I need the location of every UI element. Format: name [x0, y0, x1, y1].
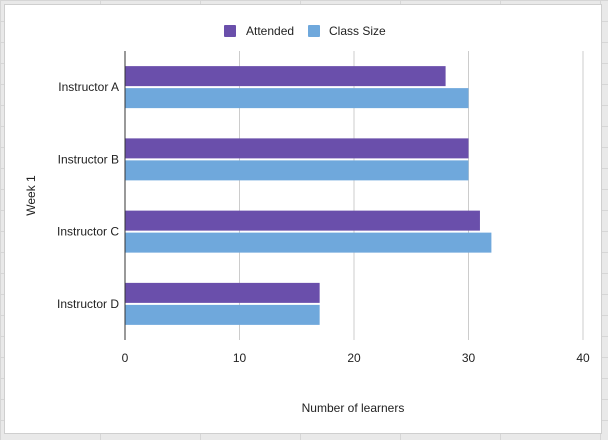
bar-attended-3[interactable]: [125, 210, 480, 231]
bar-class-size-4[interactable]: [125, 304, 320, 325]
category-label: Instructor D: [57, 297, 119, 311]
bars: [125, 66, 492, 325]
legend-label-class-size[interactable]: Class Size: [329, 24, 386, 38]
x-tick-label: 10: [233, 351, 247, 365]
labels: Instructor A Instructor B Instructor C Inst…: [24, 80, 590, 415]
category-label: Instructor B: [58, 152, 119, 166]
legend[interactable]: Attended Class Size: [224, 24, 386, 38]
legend-swatch-class-size[interactable]: [308, 25, 320, 37]
bar-attended-1[interactable]: [125, 66, 446, 87]
legend-swatch-attended[interactable]: [224, 25, 236, 37]
x-tick-label: 0: [122, 351, 129, 365]
y-axis-title: Week 1: [24, 175, 38, 216]
bar-class-size-3[interactable]: [125, 232, 492, 253]
x-tick-label: 40: [576, 351, 590, 365]
bar-attended-4[interactable]: [125, 282, 320, 303]
x-tick-label: 20: [347, 351, 361, 365]
x-tick-label: 30: [462, 351, 476, 365]
x-axis-title: Number of learners: [302, 401, 405, 415]
legend-label-attended[interactable]: Attended: [246, 24, 294, 38]
category-label: Instructor A: [58, 80, 119, 94]
chart-card[interactable]: Attended Class Size Instructor A Instructo…: [4, 4, 602, 434]
bar-class-size-2[interactable]: [125, 160, 469, 181]
bar-chart[interactable]: Attended Class Size Instructor AInstructo…: [5, 5, 603, 435]
bar-class-size-1[interactable]: [125, 88, 469, 109]
category-label: Instructor C: [57, 225, 119, 239]
bar-attended-2[interactable]: [125, 138, 469, 159]
